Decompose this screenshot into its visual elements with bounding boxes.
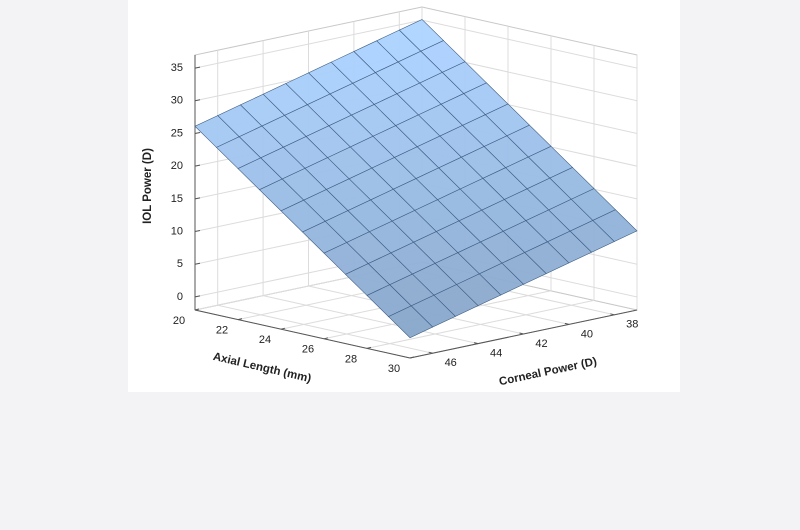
surface-cell	[387, 305, 434, 339]
x-tick-label: 26	[302, 344, 314, 356]
y-tick	[564, 322, 570, 325]
y-tick	[473, 342, 479, 345]
z-axis-label: IOL Power (D)	[142, 148, 154, 224]
z-tick	[194, 262, 201, 265]
grid-line	[421, 19, 638, 69]
x-axis	[194, 309, 411, 359]
z-tick-label: 35	[171, 62, 183, 74]
grid-line	[217, 304, 433, 354]
y-tick-label: 44	[490, 348, 502, 360]
z-tick	[194, 66, 201, 69]
y-tick-label: 42	[535, 338, 547, 350]
z-tick-label: 25	[171, 127, 183, 139]
x-tick	[323, 337, 329, 340]
y-tick-label: 38	[626, 319, 638, 331]
x-tick-label: 20	[173, 315, 185, 327]
x-tick-label: 28	[345, 353, 357, 365]
z-tick	[194, 131, 201, 134]
z-tick-label: 5	[177, 258, 183, 270]
x-tick	[366, 346, 372, 349]
z-tick-label: 10	[171, 225, 183, 237]
x-tick-label: 24	[259, 334, 271, 346]
z-tick-label: 20	[171, 160, 183, 172]
z-tick	[194, 230, 201, 233]
x-tick	[409, 356, 415, 359]
y-tick	[519, 332, 524, 335]
x-tick	[194, 308, 200, 311]
z-tick-label: 0	[177, 291, 183, 303]
y-tick	[610, 313, 615, 316]
z-tick	[194, 295, 201, 298]
z-tick-label: 30	[171, 95, 183, 107]
grid-line	[194, 19, 423, 69]
z-tick	[194, 164, 201, 167]
y-tick	[428, 351, 433, 354]
x-tick-label: 22	[216, 325, 228, 337]
x-tick	[237, 318, 243, 321]
x-tick	[280, 327, 286, 330]
z-tick-label: 15	[171, 193, 183, 205]
grid-line	[262, 295, 479, 345]
x-tick-label: 30	[388, 363, 400, 375]
z-tick	[194, 99, 201, 102]
y-tick-label: 40	[581, 328, 593, 340]
z-tick	[194, 197, 201, 200]
y-tick-label: 46	[445, 357, 457, 369]
